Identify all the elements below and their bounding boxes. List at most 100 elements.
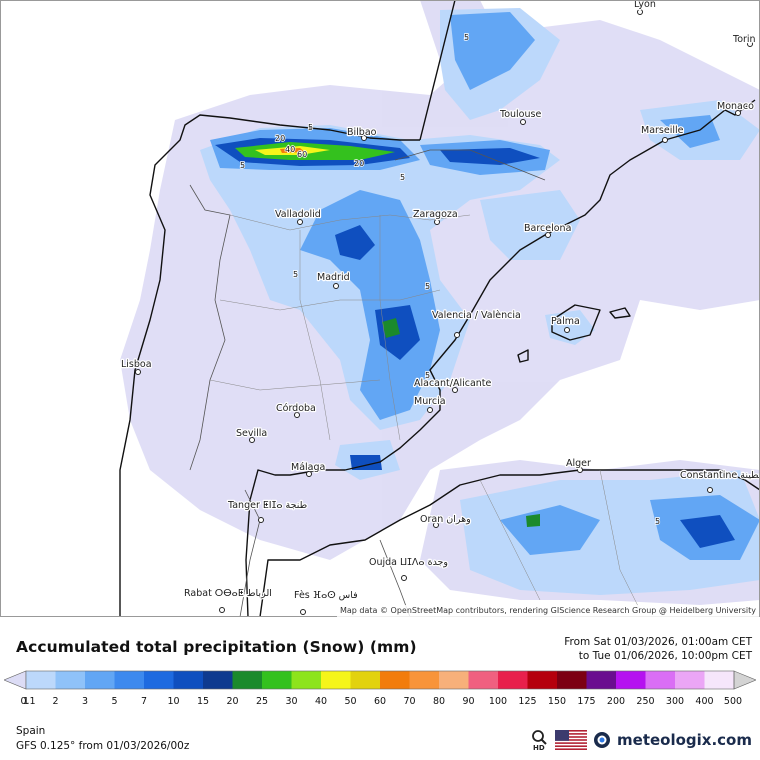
svg-text:5: 5 [425,282,430,291]
city-labels: Bilbao Toulouse Marseille Monaco Torin L… [120,0,760,615]
legend-tick-label: 300 [665,696,685,707]
svg-text:Rabat ⵔⴱⴰⵟ الرباط: Rabat ⵔⴱⴰⵟ الرباط [184,588,272,599]
legend-swatch [468,671,499,689]
legend-swatch [409,671,440,689]
page-title: Accumulated total precipitation (Snow) (… [16,638,417,656]
svg-text:5: 5 [425,371,430,380]
legend-swatch [498,671,528,689]
legend-tick-label: 20 [226,696,239,707]
legend-swatch [439,671,469,689]
legend-tick-label: 0.1 [20,696,36,707]
svg-text:Constantine قسنطينة: Constantine قسنطينة [680,470,760,481]
svg-text:20: 20 [275,134,285,143]
legend-tick-label: 60 [373,696,387,707]
svg-text:Toulouse: Toulouse [499,109,541,120]
legend-swatch [675,671,705,689]
legend-tick-label: 25 [255,696,269,707]
valid-to-time: to Tue 01/06/2026, 10:00pm CET [578,650,752,662]
city-oran: Oran وهران [419,513,472,528]
svg-text:Valencia / València: Valencia / València [432,310,521,321]
city-marseille: Marseille [640,124,685,143]
legend-swatch [321,671,351,689]
legend-swatch [144,671,174,689]
svg-text:5: 5 [240,161,245,170]
svg-text:Oran وهران: Oran وهران [420,514,471,525]
svg-text:Valladolid: Valladolid [275,209,321,220]
svg-text:Córdoba: Córdoba [276,403,316,414]
svg-text:Málaga: Málaga [291,462,325,473]
legend-swatch [527,671,558,689]
svg-text:Oujda ⵡⵊⴷⴰ وجدة: Oujda ⵡⵊⴷⴰ وجدة [369,557,448,568]
legend-swatch [645,671,676,689]
city-oujda: Oujda ⵡⵊⴷⴰ وجدة [368,556,449,581]
legend-swatch [291,671,322,689]
svg-text:Torin: Torin [732,34,756,45]
map-attribution[interactable]: Map data © OpenStreetMap contributors, r… [337,605,759,617]
svg-text:Lyon: Lyon [634,0,656,10]
city-lyon: Lyon [633,0,657,15]
precip-field-20mm [235,142,540,527]
svg-text:Lisboa: Lisboa [121,359,152,370]
precipitation-map[interactable]: Bilbao Toulouse Marseille Monaco Torin L… [0,0,760,617]
city-monaco: Monaco [716,100,755,116]
svg-text:5: 5 [655,517,660,526]
legend-arrow-low [3,670,27,690]
legend-arrow-high [733,670,757,690]
city-cordoba: Córdoba [275,402,317,418]
legend-swatch [85,671,115,689]
svg-text:Barcelona: Barcelona [524,223,571,234]
legend-swatch [616,671,646,689]
model-run-label: GFS 0.125° from 01/03/2026/00z [16,740,190,752]
legend-tick-label: 7 [140,696,148,707]
legend-tick-label: 10 [167,696,180,707]
legend-swatch [203,671,233,689]
legend-tick-label: 5 [111,696,118,707]
city-murcia: Murcia [413,395,447,413]
legend-swatch [173,671,204,689]
city-barcelona: Barcelona [523,222,573,238]
city-valencia: Valencia / València [431,309,522,338]
province-borders [209,214,641,611]
city-bilbao: Bilbao [346,126,378,141]
legend-tick-label: 400 [695,696,714,707]
svg-text:Alacant/Alicante: Alacant/Alicante [414,378,492,389]
svg-text:5: 5 [293,270,298,279]
svg-text:60: 60 [297,150,307,159]
brand-bar: HD meteologix.com [531,729,752,751]
legend-tick-label: 125 [518,696,537,707]
city-alicante: Alacant/Alicante [413,377,493,393]
city-constantine: Constantine قسنطينة [679,469,760,493]
color-scale-legend [3,670,757,690]
legend-tick-label: 175 [577,696,596,707]
svg-text:HD: HD [533,744,545,751]
legend-tick-label: 70 [403,696,416,707]
legend-tick-label: 90 [462,696,475,707]
legend-swatch [26,671,56,689]
legend-swatch [262,671,292,689]
legend-tick-label: 150 [547,696,567,707]
svg-text:Sevilla: Sevilla [236,428,267,439]
us-flag-icon[interactable] [555,730,588,750]
city-zaragoza: Zaragoza [412,208,459,225]
city-fes: Fès ⴼⴰⵙ فاس [293,589,359,615]
svg-text:Zaragoza: Zaragoza [413,209,458,220]
svg-text:Madrid: Madrid [317,272,350,283]
city-tanger: Tanger ⵟⵏⵊⴰ طنجة [226,499,308,523]
svg-text:5: 5 [308,123,313,132]
color-scale-labels: 0.1 1 2 3 5 7 10 15 20 25 30 40 50 60 70 80 90 100 125 150 1… [0,696,760,710]
brand-name[interactable]: meteologix.com [617,731,752,749]
city-torin: Torin [731,33,757,47]
city-malaga: Málaga [290,461,327,477]
svg-text:Monaco: Monaco [717,101,754,112]
region-label: Spain [16,725,46,737]
legend-tick-label: 80 [432,696,446,707]
legend-swatch [704,671,735,689]
legend-swatch [350,671,381,689]
legend-tick-label: 1 [22,696,30,707]
svg-text:5: 5 [400,173,405,182]
zoom-hd-icon[interactable]: HD [531,729,549,751]
city-palma: Palma [550,315,581,333]
legend-swatch [55,671,86,689]
legend-tick-label: 2 [52,696,59,707]
city-valladolid: Valladolid [274,208,322,225]
